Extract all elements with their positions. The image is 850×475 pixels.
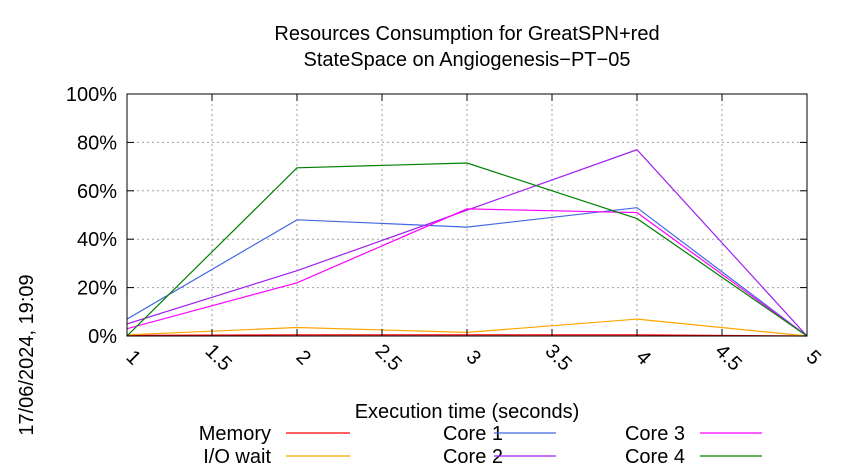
y-tick-labels: 0% 20% 40% 60% 80% 100% (66, 84, 117, 348)
legend-label-core-2: Core 2 (443, 446, 503, 468)
x-axis-label: Execution time (seconds) (355, 401, 580, 423)
legend-label-memory: Memory (199, 423, 271, 445)
series-lines (126, 149, 808, 337)
x-tick-label: 2.5 (371, 340, 406, 375)
legend-label-core-1: Core 1 (443, 423, 503, 445)
y-tick-label: 100% (66, 84, 117, 106)
x-tick-labels: 1 1.5 2 2.5 3 3.5 4 4.5 5 (122, 340, 825, 375)
legend-label-i-o-wait: I/O wait (203, 446, 271, 468)
y-tick-label: 80% (77, 132, 117, 154)
series-line-core-4 (126, 162, 808, 337)
y-tick-label: 60% (77, 181, 117, 203)
chart-title: Resources Consumption for GreatSPN+red S… (274, 23, 659, 71)
series-line-core-1 (126, 207, 808, 337)
x-tick-label: 4.5 (711, 340, 746, 375)
x-tick-label: 3 (462, 346, 485, 369)
series-line-core-3 (126, 208, 808, 337)
x-tick-label: 5 (802, 346, 825, 369)
y-tick-label: 20% (77, 278, 117, 300)
x-tick-label: 1.5 (201, 340, 236, 375)
x-tick-label: 1 (122, 346, 145, 369)
legend-label-core-4: Core 4 (625, 446, 685, 468)
chart-title-line-2: StateSpace on Angiogenesis−PT−05 (304, 49, 631, 71)
legend-label-core-3: Core 3 (625, 423, 685, 445)
axis-ticks (126, 93, 808, 337)
y-tick-label: 0% (88, 326, 117, 348)
x-tick-label: 2 (292, 346, 315, 369)
timestamp: 17/06/2024, 19:09 (16, 274, 38, 435)
x-tick-label: 3.5 (541, 340, 576, 375)
chart-title-line-1: Resources Consumption for GreatSPN+red (274, 23, 659, 45)
grid (127, 94, 807, 336)
x-tick-label: 4 (632, 346, 655, 369)
series-line-core-2 (126, 149, 808, 337)
y-tick-label: 40% (77, 229, 117, 251)
